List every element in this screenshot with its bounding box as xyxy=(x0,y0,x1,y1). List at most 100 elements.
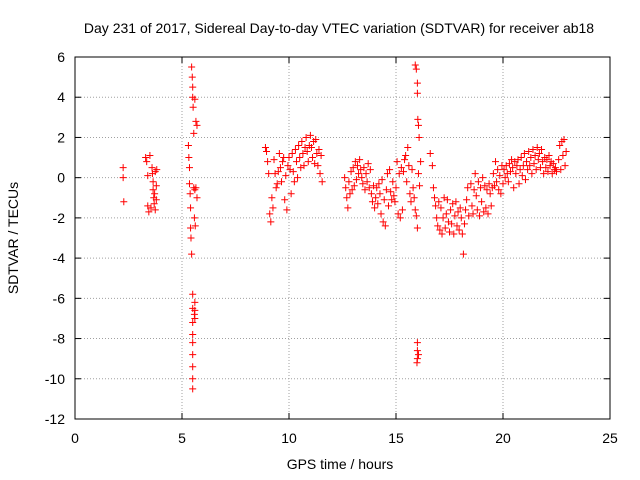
data-point xyxy=(192,184,200,192)
data-point xyxy=(261,144,269,151)
data-point xyxy=(380,196,388,204)
data-point xyxy=(144,172,152,180)
data-point xyxy=(495,186,503,194)
data-point xyxy=(543,156,551,164)
data-point xyxy=(455,226,463,234)
data-point xyxy=(151,206,159,214)
data-point xyxy=(343,194,351,202)
data-point xyxy=(413,79,421,87)
data-point xyxy=(497,190,505,198)
data-point xyxy=(313,150,321,158)
data-point xyxy=(527,154,535,162)
data-point xyxy=(542,164,550,172)
y-tick-label: -10 xyxy=(45,371,65,387)
data-point xyxy=(415,133,423,141)
data-point xyxy=(296,154,304,162)
data-point xyxy=(309,154,317,162)
data-point xyxy=(439,214,447,222)
data-point xyxy=(149,186,157,194)
data-point xyxy=(294,174,302,182)
data-point xyxy=(465,212,473,220)
data-point xyxy=(146,152,154,160)
data-point xyxy=(464,184,472,192)
x-tick-label: 25 xyxy=(602,430,618,446)
data-point xyxy=(189,103,197,111)
data-point xyxy=(282,172,290,180)
data-point xyxy=(436,226,444,234)
data-point xyxy=(291,146,299,154)
data-point xyxy=(417,158,425,166)
data-point xyxy=(344,204,352,212)
data-point xyxy=(414,351,422,359)
data-point xyxy=(428,162,436,170)
data-point xyxy=(191,222,199,230)
data-point xyxy=(304,158,312,166)
data-point xyxy=(451,212,459,220)
data-point xyxy=(447,206,455,214)
y-tick-label: 4 xyxy=(57,89,65,105)
data-point xyxy=(471,170,479,178)
data-point xyxy=(399,168,407,176)
data-point xyxy=(292,158,300,166)
data-point xyxy=(517,154,525,162)
y-tick-label: -8 xyxy=(53,331,66,347)
data-point xyxy=(474,178,482,186)
data-point xyxy=(284,162,292,170)
data-point xyxy=(412,212,420,220)
data-point xyxy=(358,174,366,182)
data-point xyxy=(383,170,391,178)
data-point xyxy=(532,166,540,174)
data-point xyxy=(441,224,449,232)
data-point xyxy=(187,224,195,232)
data-point xyxy=(530,160,538,168)
data-point xyxy=(520,150,528,158)
data-point xyxy=(413,359,421,367)
data-point xyxy=(561,162,569,170)
data-point xyxy=(518,172,526,180)
data-point xyxy=(289,168,297,176)
data-point xyxy=(521,176,529,184)
data-point xyxy=(406,190,414,198)
data-point xyxy=(462,206,470,214)
tick-labels: 0 5 10 15 20 25 -12 -10 -8 -6 -4 -2 0 2 4 6 xyxy=(45,49,618,446)
data-point xyxy=(368,198,376,206)
data-point xyxy=(480,208,488,216)
y-tick-label: -2 xyxy=(53,210,66,226)
data-point xyxy=(285,154,293,162)
x-tick-label: 15 xyxy=(388,430,404,446)
axes xyxy=(74,56,611,420)
data-point xyxy=(500,166,508,174)
data-point xyxy=(317,152,325,160)
data-point xyxy=(492,158,500,166)
data-point xyxy=(529,146,537,154)
data-point xyxy=(516,166,524,174)
data-point xyxy=(353,162,361,170)
data-point xyxy=(490,182,498,190)
data-point xyxy=(276,164,284,172)
data-point xyxy=(364,160,372,168)
data-point xyxy=(266,210,274,218)
data-point xyxy=(350,182,358,190)
y-tick-label: -6 xyxy=(53,290,66,306)
data-point xyxy=(458,230,466,238)
data-point xyxy=(191,95,199,103)
data-point xyxy=(446,228,453,236)
data-point xyxy=(373,184,381,192)
data-point xyxy=(414,170,422,178)
data-point xyxy=(152,196,160,204)
data-point xyxy=(414,121,422,129)
data-point xyxy=(184,141,192,149)
data-point xyxy=(411,206,419,214)
data-point xyxy=(385,202,393,210)
data-point xyxy=(410,194,418,202)
data-point xyxy=(275,150,283,158)
data-point xyxy=(408,166,416,174)
data-point xyxy=(443,196,451,204)
data-point xyxy=(367,190,375,198)
data-point xyxy=(526,162,534,170)
data-point xyxy=(559,152,567,160)
data-point xyxy=(394,210,402,218)
data-point xyxy=(150,200,158,208)
data-point xyxy=(483,186,491,194)
data-point xyxy=(442,210,450,218)
